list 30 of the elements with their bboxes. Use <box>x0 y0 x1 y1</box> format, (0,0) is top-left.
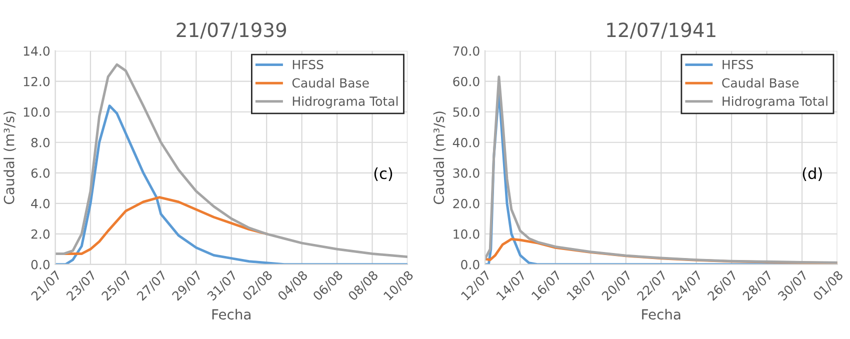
x-axis-title: Fecha <box>212 308 250 320</box>
y-tick-label: 2.0 <box>31 229 50 239</box>
y-axis-title: Caudal (m³/s) <box>433 112 446 204</box>
y-tick-label: 40.0 <box>452 138 480 148</box>
y-tick-label: 4.0 <box>31 198 50 208</box>
y-tick-label: 60.0 <box>453 76 480 86</box>
y-tick-label: 70.0 <box>453 46 480 56</box>
annotation: (c) <box>374 167 392 181</box>
y-tick-label: 0.0 <box>461 260 480 270</box>
legend-label: Caudal Base <box>292 78 369 88</box>
legend-label: Caudal Base <box>722 78 799 88</box>
y-axis-title: Caudal (m³/s) <box>4 112 16 204</box>
y-tick-label: 8.0 <box>31 138 50 148</box>
y-tick-label: 14.0 <box>24 46 50 56</box>
chart-title: 12/07/1941 <box>607 22 716 39</box>
y-tick-label: 12.0 <box>24 76 50 86</box>
legend-label: Hidrograma Total <box>292 96 398 108</box>
y-tick-label: 6.0 <box>31 168 50 178</box>
y-tick-label: 50.0 <box>453 107 480 117</box>
x-axis-title: Fecha <box>642 308 680 320</box>
legend-label: HFSS <box>722 60 753 70</box>
legend-label: Hidrograma Total <box>722 96 828 108</box>
annotation: (d) <box>802 167 822 181</box>
y-tick-label: 0.0 <box>31 260 50 270</box>
y-tick-label: 10.0 <box>454 229 480 239</box>
y-tick-label: 10.0 <box>24 107 50 117</box>
y-tick-label: 30.0 <box>453 168 480 178</box>
chart-title: 21/07/1939 <box>176 22 286 39</box>
legend-label: HFSS <box>292 60 324 70</box>
y-tick-label: 20.0 <box>453 198 480 208</box>
